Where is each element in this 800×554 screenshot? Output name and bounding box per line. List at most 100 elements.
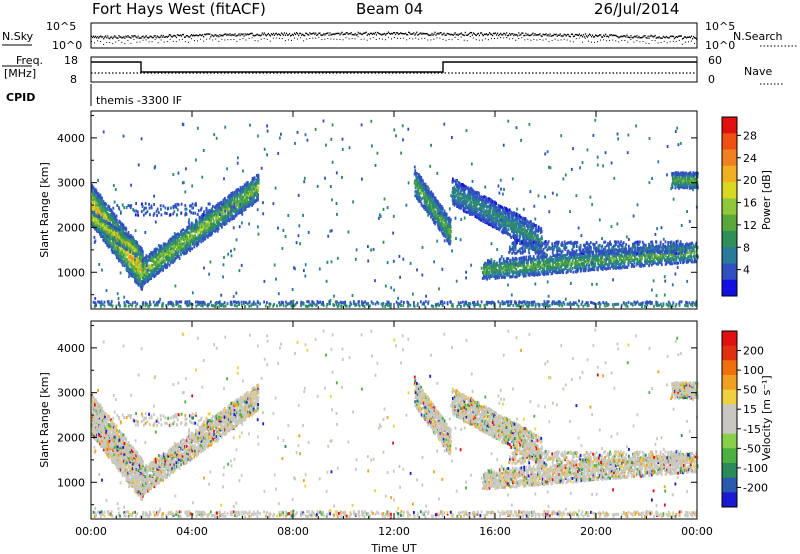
noise-sky-point [373,33,375,35]
heatmap-cell [111,247,113,251]
noise-sky-point [139,37,141,39]
noise-sky-point [305,32,307,34]
noise-sky-point [586,36,589,38]
heatmap-cell [141,252,144,256]
heatmap-cell [150,277,152,280]
heatmap-cell [239,205,241,209]
noise-sky-point [120,36,122,38]
noise-search-point [624,40,626,41]
heatmap-cell [457,184,460,188]
noise-sky-point [531,33,533,36]
heatmap-cell [173,240,175,244]
heatmap-cell [250,192,252,196]
noise-search-point [224,39,226,41]
heatmap-cell [205,230,208,234]
heatmap-cell [540,235,543,239]
heatmap-cell [434,199,437,203]
heatmap-cell [103,238,105,241]
heatmap-cell [257,193,259,196]
heatmap-cell [585,267,587,271]
heatmap-cell [432,195,435,199]
noise-search-point [160,39,162,41]
heatmap-cell [125,227,128,231]
heatmap-cell [547,257,550,261]
noise-search-point [572,41,574,43]
noise-sky-point [483,33,486,35]
noise-sky-point [110,36,112,38]
heatmap-cell [131,263,134,267]
noise-sky-point [375,34,377,36]
heatmap-cell [516,236,518,240]
heatmap-cell [442,227,445,231]
heatmap-cell [122,255,124,259]
heatmap-cell [458,193,461,197]
heatmap-cell [420,197,423,201]
heatmap-cell [437,218,440,222]
heatmap-cell [419,196,422,200]
heatmap-cell [243,183,246,187]
noise-sky-point [494,32,496,35]
noise-sky-point [626,34,628,36]
heatmap-cell [448,216,451,220]
heatmap-cell [538,258,541,262]
heatmap-cell [227,195,229,199]
heatmap-cell [253,186,256,190]
noise-sky-point [587,34,590,37]
heatmap-cell [470,204,473,208]
nsearch-label: N.Search [733,30,783,43]
heatmap-cell [167,242,170,246]
heatmap-cell [202,215,205,219]
heatmap-cell [120,258,123,262]
heatmap-cell [251,200,254,204]
heatmap-cell [251,190,254,194]
heatmap-cell [460,192,463,196]
heatmap-cell [508,224,510,228]
heatmap-cell [562,261,565,265]
noise-search-point [254,40,256,42]
heatmap-cell [468,193,471,197]
heatmap-cell [517,263,520,267]
noise-search-point [500,37,502,38]
heatmap-cell [513,236,515,239]
heatmap-cell [539,241,541,245]
heatmap-cell [462,199,464,203]
heatmap-cell [487,221,490,224]
noise-sky-point [602,36,604,38]
heatmap-cell [497,206,500,210]
heatmap-cell [580,256,583,260]
heatmap-cell [424,182,427,186]
heatmap-cell [603,260,606,264]
noise-search-point [581,41,583,43]
heatmap-cell [161,260,164,264]
noise-sky-point [366,34,368,36]
heatmap-cell [242,203,244,207]
heatmap-cell [519,219,522,223]
cpid-label: CPID [6,91,35,104]
heatmap-cell [541,267,544,271]
heatmap-cell [629,253,631,257]
heatmap-cell [180,246,183,250]
heatmap-cell [181,250,184,254]
noise-sky-point [133,35,135,37]
heatmap-cell [531,234,534,238]
noise-search-point [342,39,344,41]
heatmap-cell [221,208,224,212]
heatmap-cell [495,223,498,227]
noise-sky-point [385,33,388,35]
heatmap-cell [618,266,620,270]
noise-sky-point [174,35,176,37]
noise-sky-point [272,32,274,35]
noise-trace [91,31,698,45]
heatmap-cell [529,239,532,243]
heatmap-cell [161,250,164,254]
heatmap-cell [481,216,484,220]
noise-search-point [627,41,629,43]
noise-sky-point [383,32,386,35]
heatmap-cell [466,193,469,197]
heatmap-cell [424,201,427,205]
noise-sky-point [129,36,131,39]
heatmap-cell [420,178,423,182]
heatmap-cell [419,181,422,185]
noise-sky-point [465,34,467,36]
heatmap-cell [593,268,596,272]
